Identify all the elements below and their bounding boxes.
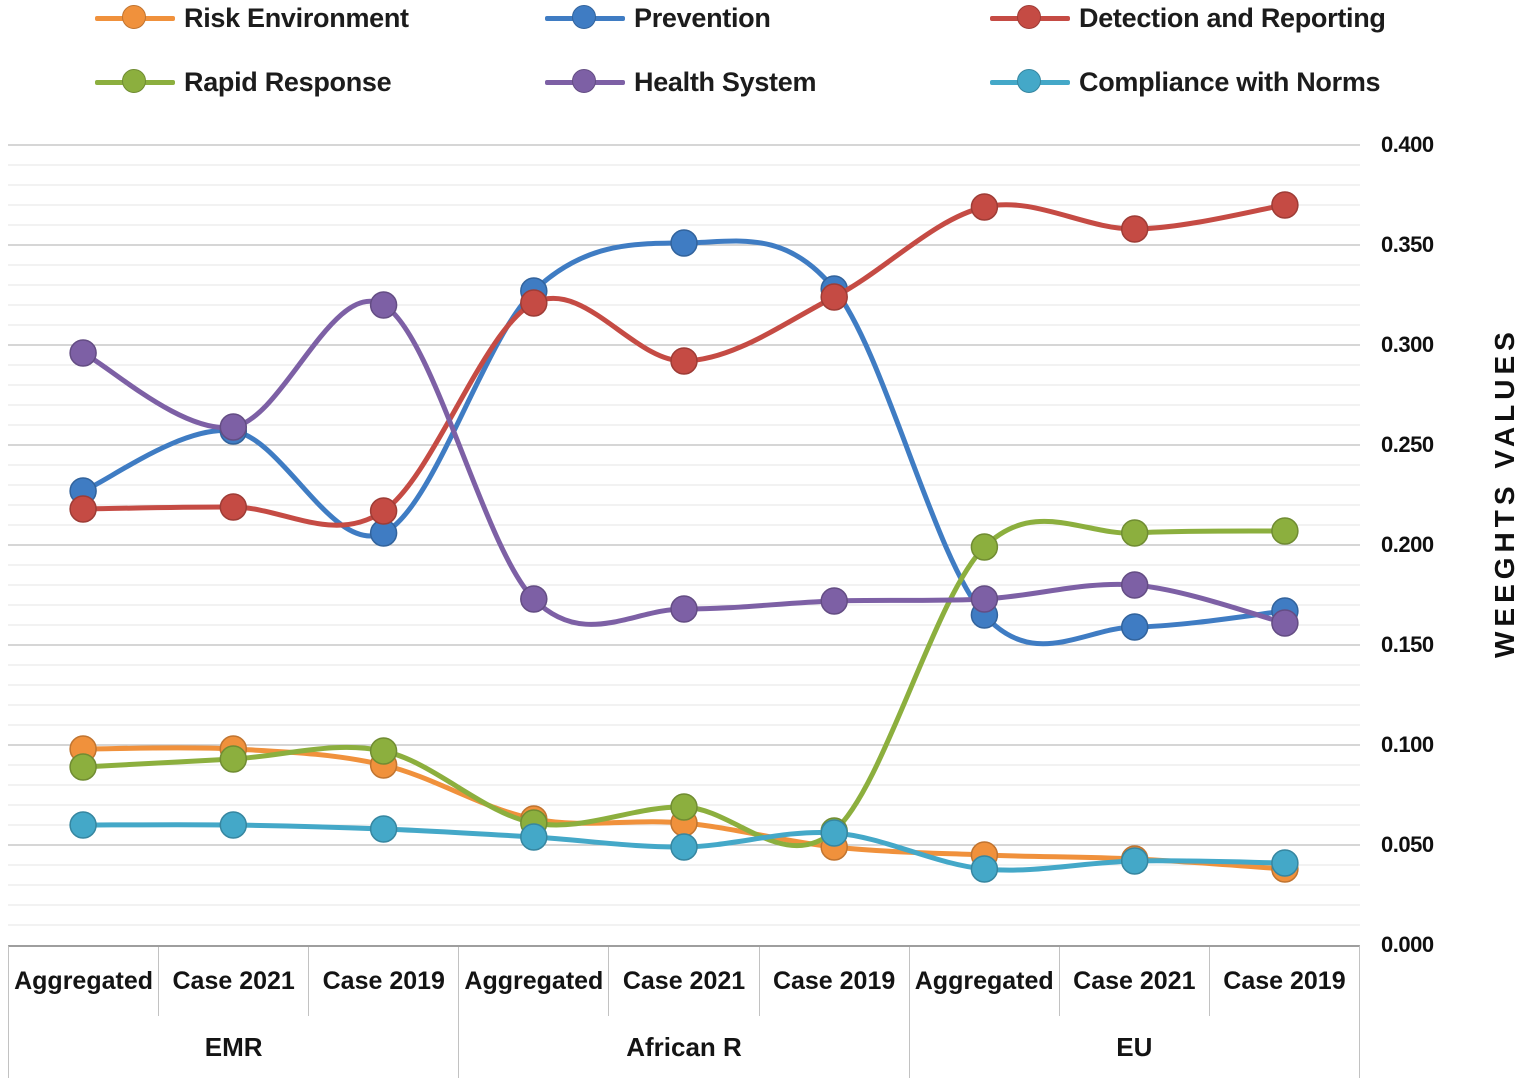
data-point-compliance-with-norms xyxy=(520,823,548,851)
legend-item-detection-and-reporting: Detection and Reporting xyxy=(990,0,1386,36)
legend-circle-icon xyxy=(1017,69,1041,93)
data-point-detection-and-reporting xyxy=(520,289,548,317)
legend: Risk Environment Prevention Detection and … xyxy=(95,0,1535,110)
data-point-compliance-with-norms xyxy=(369,815,398,843)
legend-item-rapid-response: Rapid Response xyxy=(95,64,392,100)
x-axis-categories-row: Aggregated Case 2021 Case 2019 Aggregated Ca… xyxy=(9,947,1359,1016)
data-point-compliance-with-norms xyxy=(1271,849,1299,877)
legend-line-marker-icon xyxy=(990,4,1070,32)
data-point-detection-and-reporting xyxy=(1120,215,1149,243)
y-tick-label: 0.150 xyxy=(1381,632,1434,657)
data-point-detection-and-reporting xyxy=(1271,191,1299,219)
legend-label: Rapid Response xyxy=(184,66,392,97)
data-point-rapid-response xyxy=(1120,519,1149,547)
legend-label: Risk Environment xyxy=(184,2,409,33)
series-line-rapid-response xyxy=(80,518,1288,849)
y-tick-label: 0.050 xyxy=(1381,832,1434,857)
data-point-health-system xyxy=(520,585,548,613)
data-point-health-system xyxy=(1120,571,1149,599)
data-point-prevention xyxy=(670,229,698,257)
legend-label: Compliance with Norms xyxy=(1079,66,1381,97)
x-group-cell-african-r: African R xyxy=(459,1016,910,1078)
data-point-detection-and-reporting xyxy=(219,493,248,521)
data-point-detection-and-reporting xyxy=(970,193,999,221)
legend-circle-icon xyxy=(572,5,596,29)
legend-item-health-system: Health System xyxy=(545,64,816,100)
legend-circle-icon xyxy=(122,69,146,93)
data-point-prevention xyxy=(1120,613,1149,641)
legend-line-marker-icon xyxy=(990,68,1070,96)
data-point-health-system xyxy=(369,291,398,319)
data-point-compliance-with-norms xyxy=(69,811,97,839)
x-category-cell: Aggregated xyxy=(9,947,160,1016)
x-category-cell: Case 2021 xyxy=(159,947,310,1016)
legend-item-risk-environment: Risk Environment xyxy=(95,0,409,36)
data-point-detection-and-reporting xyxy=(670,347,698,375)
legend-label: Detection and Reporting xyxy=(1079,2,1386,33)
x-group-cell-eu: EU xyxy=(1116,1031,1153,1062)
x-axis-groups-row: EMR African R EU xyxy=(9,1016,1359,1078)
y-tick-label: 0.000 xyxy=(1381,932,1434,957)
legend-item-compliance-with-norms: Compliance with Norms xyxy=(990,64,1381,100)
data-point-rapid-response xyxy=(970,533,999,561)
x-category-cell: Case 2021 xyxy=(609,947,760,1016)
x-axis-table: Aggregated Case 2021 Case 2019 Aggregated Ca… xyxy=(8,945,1360,1078)
data-point-rapid-response xyxy=(219,745,248,773)
data-point-rapid-response xyxy=(1271,517,1299,545)
series-line-health-system xyxy=(80,298,1288,627)
y-tick-label: 0.400 xyxy=(1381,132,1434,157)
legend-circle-icon xyxy=(122,5,146,29)
data-point-compliance-with-norms xyxy=(820,819,848,847)
data-point-health-system xyxy=(820,587,848,615)
data-point-health-system xyxy=(219,413,248,441)
data-point-compliance-with-norms xyxy=(219,811,248,839)
y-tick-label: 0.300 xyxy=(1381,332,1434,357)
data-point-rapid-response xyxy=(369,737,398,765)
x-category-cell: Case 2019 xyxy=(1223,967,1346,995)
legend-line-marker-icon xyxy=(545,68,625,96)
data-point-rapid-response xyxy=(69,753,97,781)
data-point-detection-and-reporting xyxy=(369,497,398,525)
legend-line-marker-icon xyxy=(95,68,175,96)
data-point-compliance-with-norms xyxy=(1120,847,1149,875)
legend-line-marker-icon xyxy=(95,4,175,32)
legend-row: Rapid Response Health System Compliance wi… xyxy=(95,64,1535,100)
y-tick-label: 0.350 xyxy=(1381,232,1434,257)
legend-circle-icon xyxy=(572,69,596,93)
data-point-health-system xyxy=(670,595,698,623)
data-point-rapid-response xyxy=(670,793,698,821)
series-line-detection-and-reporting xyxy=(80,202,1288,528)
x-category-cell: Aggregated xyxy=(459,947,610,1016)
data-point-health-system xyxy=(1271,609,1299,637)
y-tick-label: 0.250 xyxy=(1381,432,1434,457)
x-category-cell: Case 2019 xyxy=(309,947,460,1016)
data-point-health-system xyxy=(69,339,97,367)
legend-line-marker-icon xyxy=(545,4,625,32)
legend-circle-icon xyxy=(1017,5,1041,29)
legend-label: Prevention xyxy=(634,2,771,33)
x-group-cell-emr: EMR xyxy=(9,1016,460,1078)
data-point-compliance-with-norms xyxy=(970,855,999,883)
data-point-compliance-with-norms xyxy=(670,833,698,861)
data-point-health-system xyxy=(970,585,999,613)
legend-label: Health System xyxy=(634,66,817,97)
x-category-cell: Aggregated xyxy=(910,947,1060,1016)
y-axis-title: WEEGHTS VALUES xyxy=(1489,327,1520,659)
legend-item-prevention: Prevention xyxy=(545,0,771,36)
y-tick-label: 0.200 xyxy=(1381,532,1434,557)
data-point-detection-and-reporting xyxy=(820,283,848,311)
legend-row: Risk Environment Prevention Detection and … xyxy=(95,0,1535,36)
data-point-detection-and-reporting xyxy=(69,495,97,523)
x-category-cell: Case 2019 xyxy=(760,947,910,1016)
x-category-cell: Case 2021 xyxy=(1060,947,1210,1016)
y-tick-label: 0.100 xyxy=(1381,732,1434,757)
